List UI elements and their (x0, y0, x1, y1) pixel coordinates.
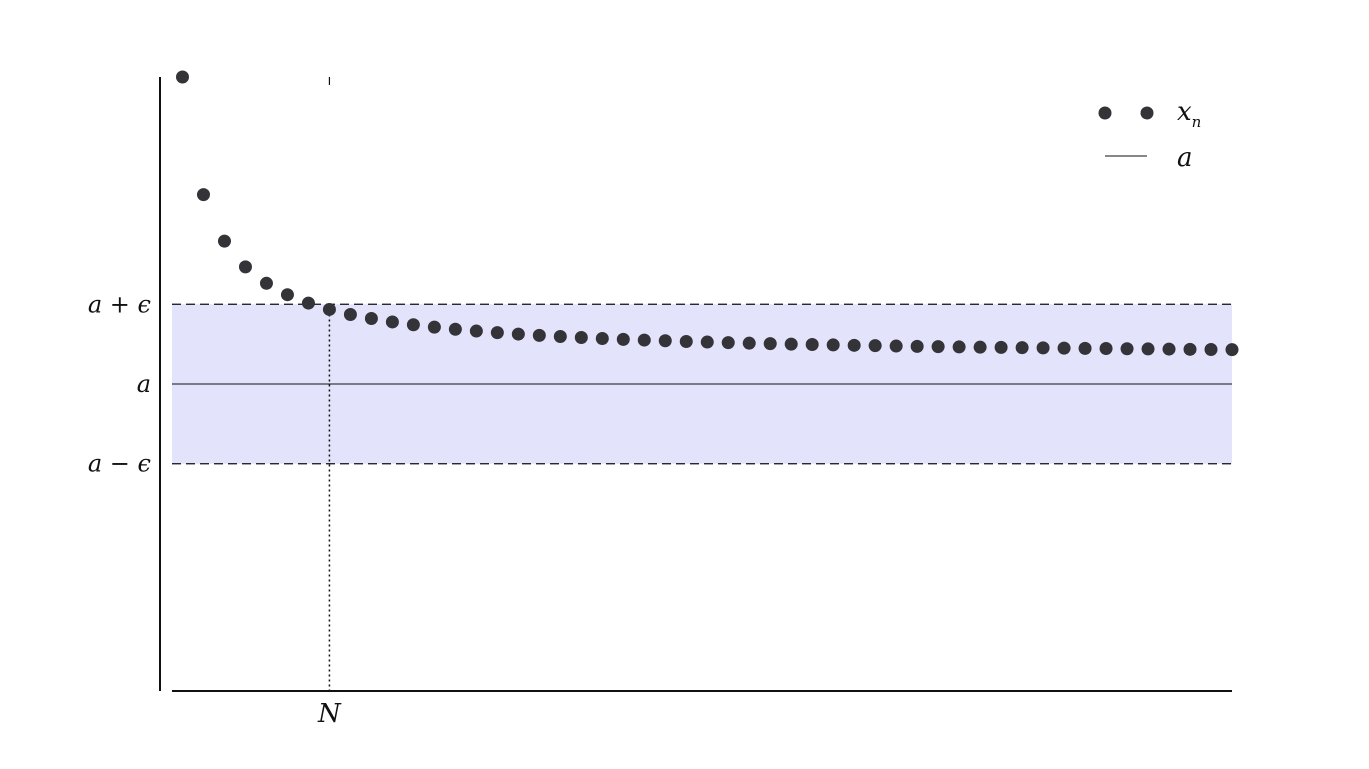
data-point (553, 329, 567, 343)
data-point (217, 234, 231, 248)
data-point (805, 338, 819, 352)
data-point (826, 338, 840, 352)
data-point (994, 340, 1008, 354)
data-point (931, 340, 945, 354)
data-point (1162, 342, 1176, 356)
data-point (616, 332, 630, 346)
data-point (1225, 343, 1239, 357)
data-point (427, 320, 441, 334)
data-point (721, 336, 735, 350)
legend-label-a: a (1177, 143, 1193, 173)
data-point (259, 276, 273, 290)
data-point (448, 322, 462, 336)
data-point (952, 340, 966, 354)
data-point (595, 331, 609, 345)
legend-marker (1098, 106, 1112, 120)
legend-marker (1140, 106, 1154, 120)
data-point (700, 335, 714, 349)
sequence-points (175, 70, 1239, 357)
data-point (889, 339, 903, 353)
legend: xn a (1098, 97, 1201, 173)
data-point (1057, 341, 1071, 355)
data-point (847, 338, 861, 352)
data-point (973, 340, 987, 354)
data-point (343, 307, 357, 321)
x-tick-label-n: N (317, 699, 342, 729)
data-point (280, 288, 294, 302)
data-point (658, 334, 672, 348)
data-point (322, 302, 336, 316)
data-point (574, 331, 588, 345)
data-point (1120, 342, 1134, 356)
data-point (1099, 342, 1113, 356)
data-point (385, 315, 399, 329)
data-point (301, 296, 315, 310)
data-point (763, 337, 777, 351)
data-point (1204, 342, 1218, 356)
data-point (196, 188, 210, 202)
data-point (1141, 342, 1155, 356)
data-point (469, 324, 483, 338)
data-point (679, 334, 693, 348)
legend-label-xn: xn (1177, 97, 1201, 131)
data-point (1078, 341, 1092, 355)
y-tick-label-lower: a − ϵ (88, 450, 151, 478)
data-point (238, 260, 252, 274)
data-point (511, 327, 525, 341)
y-tick-label-upper: a + ϵ (88, 290, 151, 318)
data-point (364, 312, 378, 326)
y-tick-label-a: a (137, 370, 151, 398)
data-point (1015, 341, 1029, 355)
data-point (406, 318, 420, 332)
data-point (1183, 342, 1197, 356)
data-point (868, 339, 882, 353)
data-point (490, 326, 504, 340)
data-point (910, 339, 924, 353)
data-point (175, 70, 189, 84)
data-point (742, 336, 756, 350)
data-point (532, 328, 546, 342)
data-point (637, 333, 651, 347)
data-point (784, 337, 798, 351)
data-point (1036, 341, 1050, 355)
